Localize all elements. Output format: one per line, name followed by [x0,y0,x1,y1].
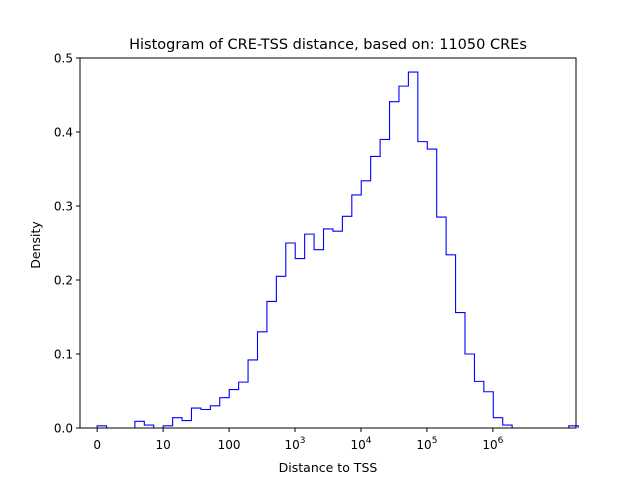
x-tick-label: 0 [93,438,101,452]
y-tick-label: 0.0 [54,422,73,436]
y-tick-label: 0.4 [54,126,73,140]
x-tick-label: 10 [155,438,170,452]
y-tick-label: 0.1 [54,348,73,362]
axes-frame [79,57,577,429]
y-axis-label: Density [28,221,43,269]
y-tick-label: 0.5 [54,52,73,66]
chart-title: Histogram of CRE-TSS distance, based on:… [129,37,527,53]
y-tick-label: 0.2 [54,274,73,288]
x-axis-label: Distance to TSS [279,460,378,475]
x-tick-label: 100 [218,438,241,452]
histogram-step-line [96,71,579,429]
y-tick-label: 0.3 [54,200,73,214]
